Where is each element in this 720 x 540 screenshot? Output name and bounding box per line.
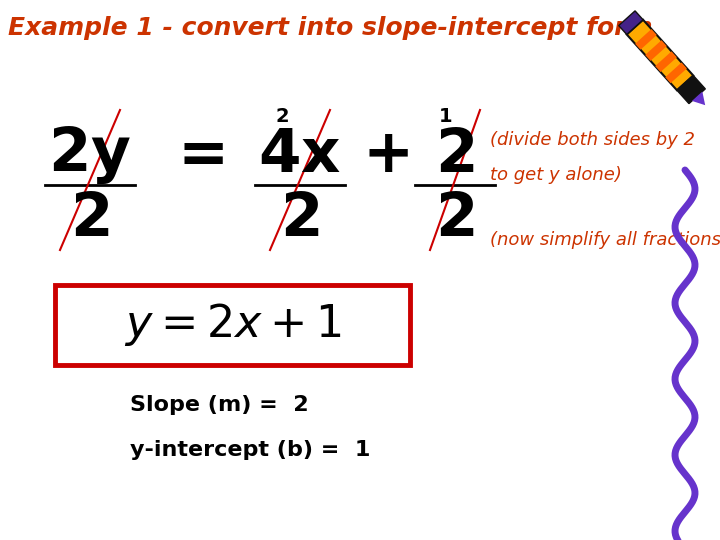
- Text: $\mathbf{2}$: $\mathbf{2}$: [275, 107, 289, 126]
- Text: to get y alone): to get y alone): [490, 166, 622, 184]
- Text: $\mathbf{2}$: $\mathbf{2}$: [436, 191, 474, 249]
- Bar: [55, 285, 410, 365]
- Text: $\mathbf{+}$: $\mathbf{+}$: [361, 125, 408, 185]
- Polygon shape: [618, 11, 643, 35]
- Text: (now simplify all fractions): (now simplify all fractions): [490, 231, 720, 249]
- Text: Example 1 - convert into slope-intercept form: Example 1 - convert into slope-intercept…: [8, 16, 652, 40]
- Polygon shape: [655, 51, 677, 72]
- Polygon shape: [692, 92, 705, 105]
- Text: $\mathbf{4x}$: $\mathbf{4x}$: [258, 125, 341, 185]
- Text: $\mathbf{2}$: $\mathbf{2}$: [71, 191, 109, 249]
- Polygon shape: [635, 29, 657, 50]
- Text: $\mathbf{2}$: $\mathbf{2}$: [280, 191, 320, 249]
- Polygon shape: [677, 76, 706, 104]
- Text: $\mathbf{2}$: $\mathbf{2}$: [436, 125, 474, 185]
- Text: y-intercept (b) =  1: y-intercept (b) = 1: [130, 440, 370, 460]
- Polygon shape: [645, 40, 667, 61]
- Text: (divide both sides by 2: (divide both sides by 2: [490, 131, 695, 149]
- Text: $\mathbf{2y}$: $\mathbf{2y}$: [48, 124, 132, 186]
- Polygon shape: [626, 20, 693, 90]
- Text: $\mathbf{1}$: $\mathbf{1}$: [438, 107, 452, 126]
- Text: $y = 2x + 1$: $y = 2x + 1$: [124, 301, 341, 348]
- Text: Slope (m) =  2: Slope (m) = 2: [130, 395, 309, 415]
- Polygon shape: [665, 63, 687, 83]
- Text: $\mathbf{=}$: $\mathbf{=}$: [166, 125, 225, 185]
